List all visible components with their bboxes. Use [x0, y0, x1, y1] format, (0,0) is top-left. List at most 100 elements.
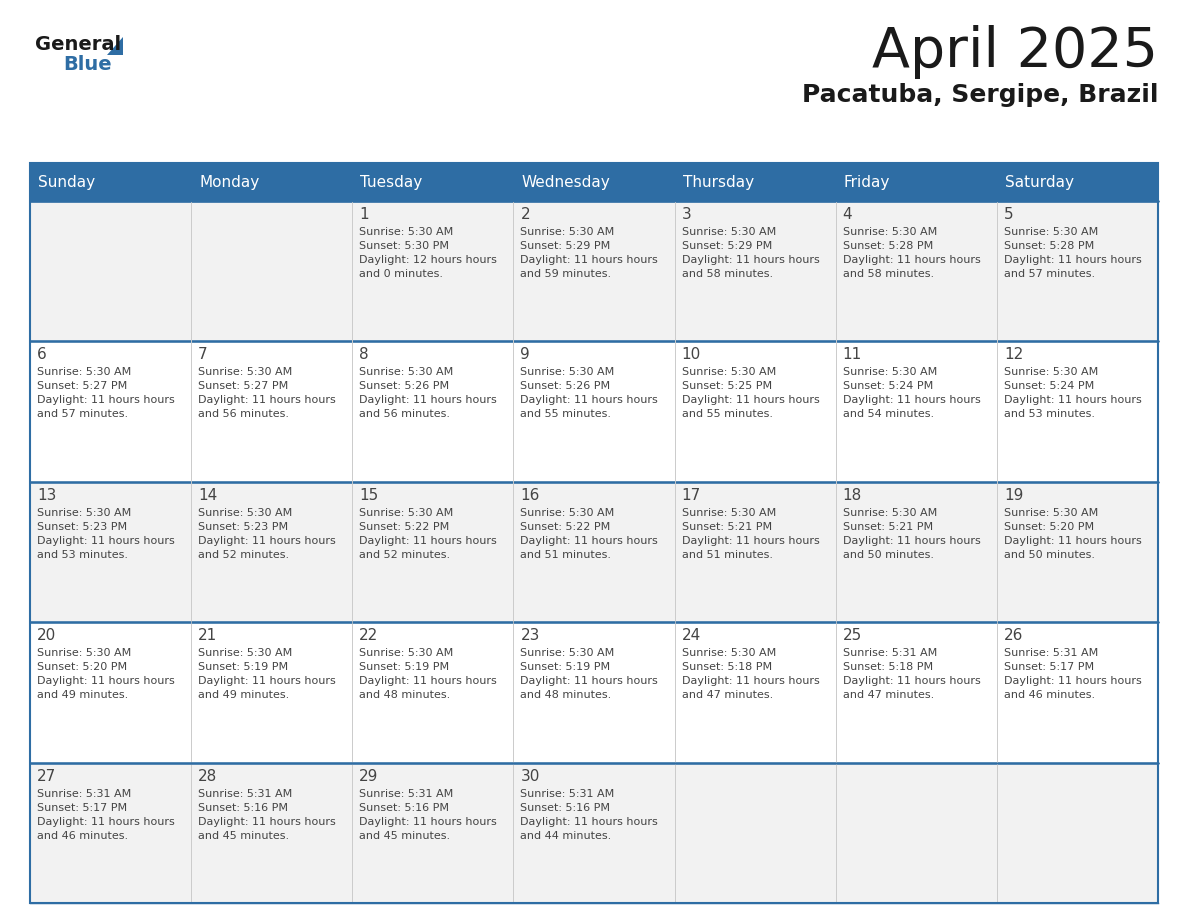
Text: Daylight: 11 hours hours: Daylight: 11 hours hours	[1004, 255, 1142, 265]
Text: Sunset: 5:17 PM: Sunset: 5:17 PM	[1004, 662, 1094, 672]
Bar	[353, 201, 513, 341]
Text: Sunset: 5:16 PM: Sunset: 5:16 PM	[520, 802, 611, 812]
Text: Sunrise: 5:30 AM: Sunrise: 5:30 AM	[359, 508, 454, 518]
Text: Daylight: 11 hours hours: Daylight: 11 hours hours	[682, 536, 820, 546]
Text: Sunset: 5:21 PM: Sunset: 5:21 PM	[842, 521, 933, 532]
Bar	[513, 622, 675, 763]
Text: Sunset: 5:16 PM: Sunset: 5:16 PM	[198, 802, 289, 812]
Text: Daylight: 11 hours hours: Daylight: 11 hours hours	[842, 396, 980, 406]
Text: Sunset: 5:18 PM: Sunset: 5:18 PM	[682, 662, 772, 672]
Bar	[30, 763, 191, 903]
Text: and 52 minutes.: and 52 minutes.	[198, 550, 289, 560]
Bar	[675, 622, 835, 763]
Bar	[997, 763, 1158, 903]
Bar	[835, 341, 997, 482]
Text: Sunset: 5:29 PM: Sunset: 5:29 PM	[682, 241, 772, 251]
Text: Sunrise: 5:30 AM: Sunrise: 5:30 AM	[682, 367, 776, 377]
Text: 10: 10	[682, 347, 701, 363]
Text: Sunrise: 5:30 AM: Sunrise: 5:30 AM	[842, 508, 937, 518]
Text: Daylight: 11 hours hours: Daylight: 11 hours hours	[359, 817, 497, 826]
Bar	[191, 763, 353, 903]
Text: and 57 minutes.: and 57 minutes.	[37, 409, 128, 420]
Text: Daylight: 11 hours hours: Daylight: 11 hours hours	[682, 255, 820, 265]
Text: Sunrise: 5:30 AM: Sunrise: 5:30 AM	[1004, 367, 1098, 377]
Text: Daylight: 11 hours hours: Daylight: 11 hours hours	[198, 536, 336, 546]
Text: Daylight: 11 hours hours: Daylight: 11 hours hours	[359, 396, 497, 406]
Text: Sunrise: 5:30 AM: Sunrise: 5:30 AM	[1004, 508, 1098, 518]
Text: Sunset: 5:22 PM: Sunset: 5:22 PM	[359, 521, 449, 532]
Text: Sunrise: 5:30 AM: Sunrise: 5:30 AM	[359, 227, 454, 237]
Text: General: General	[34, 35, 121, 54]
Text: Daylight: 11 hours hours: Daylight: 11 hours hours	[520, 677, 658, 686]
Bar	[513, 201, 675, 341]
Text: and 53 minutes.: and 53 minutes.	[37, 550, 128, 560]
Text: Daylight: 11 hours hours: Daylight: 11 hours hours	[198, 396, 336, 406]
Text: 12: 12	[1004, 347, 1023, 363]
Text: and 55 minutes.: and 55 minutes.	[682, 409, 772, 420]
Text: Daylight: 11 hours hours: Daylight: 11 hours hours	[1004, 396, 1142, 406]
Text: Daylight: 11 hours hours: Daylight: 11 hours hours	[37, 677, 175, 686]
Bar	[191, 341, 353, 482]
Text: Sunset: 5:18 PM: Sunset: 5:18 PM	[842, 662, 933, 672]
Text: Daylight: 11 hours hours: Daylight: 11 hours hours	[520, 536, 658, 546]
Text: and 57 minutes.: and 57 minutes.	[1004, 269, 1095, 279]
Text: 3: 3	[682, 207, 691, 222]
Text: Daylight: 11 hours hours: Daylight: 11 hours hours	[198, 817, 336, 826]
Text: Sunrise: 5:30 AM: Sunrise: 5:30 AM	[520, 648, 614, 658]
Text: 17: 17	[682, 487, 701, 503]
Text: and 48 minutes.: and 48 minutes.	[359, 690, 450, 700]
Text: 20: 20	[37, 628, 56, 644]
Text: Monday: Monday	[200, 174, 259, 189]
Text: and 56 minutes.: and 56 minutes.	[359, 409, 450, 420]
Text: Sunset: 5:23 PM: Sunset: 5:23 PM	[198, 521, 289, 532]
Text: April 2025: April 2025	[872, 25, 1158, 79]
Text: Sunset: 5:27 PM: Sunset: 5:27 PM	[37, 381, 127, 391]
Bar	[513, 482, 675, 622]
Text: 5: 5	[1004, 207, 1013, 222]
Bar	[675, 341, 835, 482]
Text: 29: 29	[359, 768, 379, 784]
Text: Daylight: 11 hours hours: Daylight: 11 hours hours	[359, 677, 497, 686]
Bar	[997, 622, 1158, 763]
Text: Daylight: 11 hours hours: Daylight: 11 hours hours	[37, 536, 175, 546]
Text: Sunrise: 5:30 AM: Sunrise: 5:30 AM	[520, 227, 614, 237]
Text: 26: 26	[1004, 628, 1023, 644]
Text: Sunset: 5:19 PM: Sunset: 5:19 PM	[520, 662, 611, 672]
Bar	[835, 763, 997, 903]
Bar	[191, 622, 353, 763]
Text: 1: 1	[359, 207, 369, 222]
Text: Sunset: 5:16 PM: Sunset: 5:16 PM	[359, 802, 449, 812]
Text: Sunset: 5:26 PM: Sunset: 5:26 PM	[359, 381, 449, 391]
Text: Daylight: 11 hours hours: Daylight: 11 hours hours	[37, 817, 175, 826]
Text: Sunrise: 5:30 AM: Sunrise: 5:30 AM	[520, 367, 614, 377]
Text: Daylight: 11 hours hours: Daylight: 11 hours hours	[842, 677, 980, 686]
Text: Blue: Blue	[63, 55, 112, 74]
Text: 7: 7	[198, 347, 208, 363]
Text: Daylight: 11 hours hours: Daylight: 11 hours hours	[520, 396, 658, 406]
Text: Tuesday: Tuesday	[360, 174, 423, 189]
Text: Sunrise: 5:30 AM: Sunrise: 5:30 AM	[842, 227, 937, 237]
Text: Sunset: 5:22 PM: Sunset: 5:22 PM	[520, 521, 611, 532]
Bar	[997, 341, 1158, 482]
Text: Saturday: Saturday	[1005, 174, 1074, 189]
Bar	[30, 341, 191, 482]
Text: Sunset: 5:30 PM: Sunset: 5:30 PM	[359, 241, 449, 251]
Text: Sunset: 5:20 PM: Sunset: 5:20 PM	[37, 662, 127, 672]
Text: 8: 8	[359, 347, 369, 363]
Text: and 55 minutes.: and 55 minutes.	[520, 409, 612, 420]
Text: 6: 6	[37, 347, 46, 363]
Text: Sunset: 5:24 PM: Sunset: 5:24 PM	[1004, 381, 1094, 391]
Text: 24: 24	[682, 628, 701, 644]
Text: and 51 minutes.: and 51 minutes.	[520, 550, 612, 560]
Text: Sunrise: 5:30 AM: Sunrise: 5:30 AM	[520, 508, 614, 518]
Text: Daylight: 11 hours hours: Daylight: 11 hours hours	[198, 677, 336, 686]
Bar	[353, 763, 513, 903]
Text: and 48 minutes.: and 48 minutes.	[520, 690, 612, 700]
Text: Sunrise: 5:30 AM: Sunrise: 5:30 AM	[198, 508, 292, 518]
Bar	[30, 622, 191, 763]
Text: Sunrise: 5:31 AM: Sunrise: 5:31 AM	[1004, 648, 1098, 658]
Text: Sunrise: 5:30 AM: Sunrise: 5:30 AM	[198, 648, 292, 658]
Bar	[191, 201, 353, 341]
Text: Pacatuba, Sergipe, Brazil: Pacatuba, Sergipe, Brazil	[802, 83, 1158, 107]
Text: Sunrise: 5:31 AM: Sunrise: 5:31 AM	[37, 789, 131, 799]
